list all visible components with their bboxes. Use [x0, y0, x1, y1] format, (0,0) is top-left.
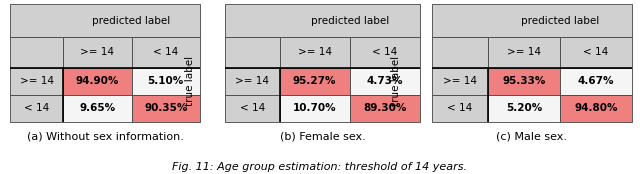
- Text: >= 14: >= 14: [298, 47, 332, 57]
- Text: 94.90%: 94.90%: [76, 76, 119, 86]
- Bar: [488, 37, 560, 68]
- Bar: [560, 68, 632, 95]
- Bar: [225, 95, 280, 122]
- Text: 5.10%: 5.10%: [148, 76, 184, 86]
- Bar: [10, 4, 200, 37]
- Bar: [280, 37, 350, 68]
- Text: 89.30%: 89.30%: [364, 103, 406, 113]
- Text: < 14: < 14: [447, 103, 472, 113]
- Text: predicted label: predicted label: [521, 15, 599, 26]
- Text: 9.65%: 9.65%: [79, 103, 115, 113]
- Bar: [10, 37, 63, 68]
- Bar: [488, 95, 560, 122]
- Text: (a) Without sex information.: (a) Without sex information.: [27, 132, 184, 141]
- Bar: [280, 95, 350, 122]
- Text: 4.73%: 4.73%: [367, 76, 403, 86]
- Bar: [225, 68, 280, 95]
- Bar: [63, 68, 132, 95]
- Bar: [432, 4, 632, 37]
- Bar: [432, 95, 488, 122]
- Bar: [560, 95, 632, 122]
- Text: >= 14: >= 14: [507, 47, 541, 57]
- Bar: [488, 68, 560, 95]
- Bar: [350, 37, 420, 68]
- Text: true label: true label: [391, 56, 401, 106]
- Bar: [225, 37, 280, 68]
- Text: 95.27%: 95.27%: [293, 76, 337, 86]
- Text: 5.20%: 5.20%: [506, 103, 542, 113]
- Text: (c) Male sex.: (c) Male sex.: [497, 132, 568, 141]
- Text: 10.70%: 10.70%: [293, 103, 337, 113]
- Text: < 14: < 14: [239, 103, 265, 113]
- Text: >= 14: >= 14: [81, 47, 115, 57]
- Bar: [63, 37, 132, 68]
- Text: 95.33%: 95.33%: [502, 76, 546, 86]
- Text: >= 14: >= 14: [443, 76, 477, 86]
- Text: Fig. 11: Age group estimation: threshold of 14 years.: Fig. 11: Age group estimation: threshold…: [173, 162, 467, 172]
- Text: 90.35%: 90.35%: [144, 103, 188, 113]
- Text: 4.67%: 4.67%: [578, 76, 614, 86]
- Text: predicted label: predicted label: [310, 15, 389, 26]
- Bar: [132, 37, 200, 68]
- Text: < 14: < 14: [584, 47, 609, 57]
- Bar: [63, 95, 132, 122]
- Bar: [560, 37, 632, 68]
- Text: (b) Female sex.: (b) Female sex.: [280, 132, 365, 141]
- Bar: [132, 68, 200, 95]
- Bar: [350, 68, 420, 95]
- Bar: [350, 95, 420, 122]
- Bar: [432, 68, 488, 95]
- Text: >= 14: >= 14: [236, 76, 269, 86]
- Text: < 14: < 14: [372, 47, 397, 57]
- Bar: [132, 95, 200, 122]
- Text: < 14: < 14: [24, 103, 49, 113]
- Bar: [225, 4, 420, 37]
- Text: true label: true label: [185, 56, 195, 106]
- Text: 94.80%: 94.80%: [574, 103, 618, 113]
- Bar: [280, 68, 350, 95]
- Bar: [10, 95, 63, 122]
- Text: < 14: < 14: [153, 47, 179, 57]
- Text: predicted label: predicted label: [92, 15, 171, 26]
- Bar: [432, 37, 488, 68]
- Text: >= 14: >= 14: [20, 76, 54, 86]
- Bar: [10, 68, 63, 95]
